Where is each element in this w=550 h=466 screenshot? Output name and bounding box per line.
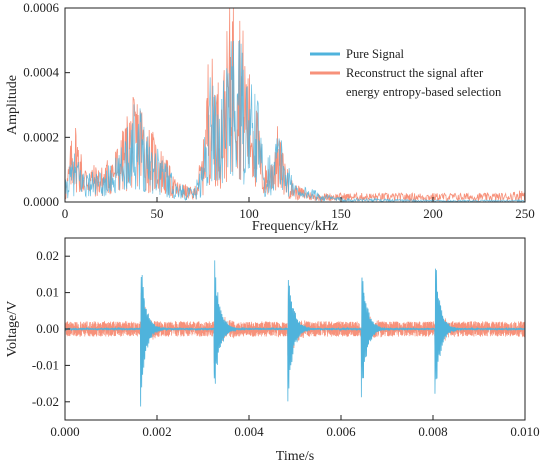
waveform-series-pure: [64, 260, 526, 407]
waveform-ytick-label: -0.02: [32, 394, 59, 409]
spectrum-xtick-label: 0: [62, 206, 69, 221]
spectrum-legend: Pure Signal Reconstruct the signal after…: [310, 47, 502, 99]
waveform-xtick-label: 0.008: [418, 424, 447, 439]
spectrum-xtick-label: 250: [515, 206, 535, 221]
spectrum-ytick-label: 0.0006: [23, 0, 59, 15]
legend-label-pure: Pure Signal: [346, 47, 405, 61]
spectrum-plot-frame: [64, 7, 526, 203]
waveform-xtick-label: 0.010: [510, 424, 539, 439]
spectrum-ytick-label: 0.0004: [23, 65, 59, 80]
waveform-xtick-label: 0.000: [50, 424, 79, 439]
waveform-xtick-label: 0.004: [234, 424, 264, 439]
spectrum-panel: 0 50 100 150 200 2500.00000.00020.00040.0006 …: [5, 0, 535, 234]
spectrum-xtick-label: 150: [331, 206, 351, 221]
spectrum-ylabel: Amplitude: [5, 75, 20, 135]
spectrum-ytick-label: 0.0000: [23, 194, 59, 209]
waveform-xtick-label: 0.006: [326, 424, 356, 439]
spectrum-xtick-label: 50: [151, 206, 164, 221]
waveform-ytick-label: 0.01: [36, 285, 59, 300]
waveform-line-pure: [64, 260, 526, 407]
waveform-ytick-label: -0.01: [32, 357, 59, 372]
spectrum-ytick-label: 0.0002: [23, 129, 59, 144]
legend-label-reconstructed-1: Reconstruct the signal after: [346, 66, 484, 80]
spectrum-series-pure: [64, 39, 526, 203]
legend-label-reconstructed-2: energy entropy-based selection: [346, 85, 502, 99]
spectrum-xlabel: Frequency/kHz: [252, 219, 338, 234]
waveform-panel: 0.000 0.002 0.004 0.006 0.008 0.010 -0.02 -0.01…: [5, 237, 540, 464]
spectrum-xtick-label: 200: [423, 206, 443, 221]
waveform-xtick-label: 0.002: [142, 424, 171, 439]
waveform-ylabel: Voltage/V: [5, 301, 20, 358]
waveform-ytick-label: 0.00: [36, 321, 59, 336]
waveform-ytick-label: 0.02: [36, 248, 59, 263]
spectrum-line-pure: [64, 39, 526, 203]
waveform-xlabel: Time/s: [276, 449, 314, 464]
spectrum-xtick-label: 100: [239, 206, 259, 221]
